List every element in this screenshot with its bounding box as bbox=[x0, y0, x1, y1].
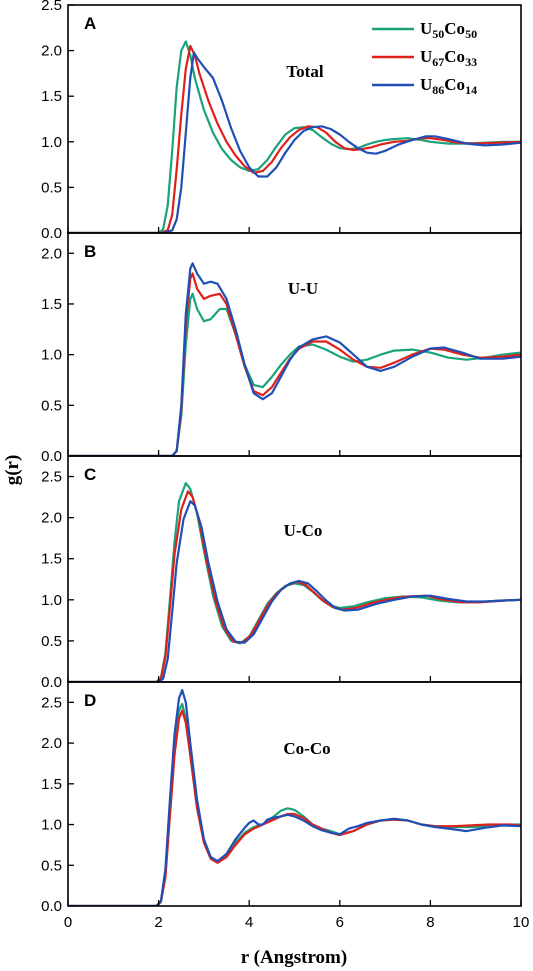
panel-label: U-U bbox=[288, 279, 318, 298]
panel-frame bbox=[67, 681, 522, 907]
panel-letter: B bbox=[84, 242, 96, 261]
y-tick-label: 2.5 bbox=[41, 694, 62, 711]
panel-letter: C bbox=[84, 465, 96, 484]
y-tick-label: 2.0 bbox=[41, 245, 62, 262]
y-tick-label: 0.5 bbox=[41, 397, 62, 414]
y-tick-label: 1.5 bbox=[41, 776, 62, 793]
y-tick-label: 2.0 bbox=[41, 510, 62, 527]
panel-a: 0.0 0.5 1.0 1.5 2.0 2.5 A Total bbox=[41, 0, 522, 242]
y-tick-label: 1.5 bbox=[41, 551, 62, 568]
x-tick-label: 2 bbox=[154, 914, 162, 931]
panel-label: Co-Co bbox=[283, 739, 330, 758]
x-tick-label: 8 bbox=[426, 914, 434, 931]
x-axis-title: r (Angstrom) bbox=[241, 947, 347, 968]
y-tick-label: 0.5 bbox=[41, 179, 62, 196]
y-tick-label: 2.5 bbox=[41, 469, 62, 486]
panel-frame bbox=[67, 232, 522, 457]
series-line-d-0 bbox=[68, 702, 521, 906]
panel-frame bbox=[67, 4, 522, 234]
legend-element: U bbox=[420, 75, 432, 94]
y-tick-label: 0.0 bbox=[41, 674, 62, 691]
series-line-b-2 bbox=[68, 262, 521, 456]
series-line-c-2 bbox=[68, 500, 521, 682]
y-tick-label: 1.0 bbox=[41, 817, 62, 834]
panel-label: Total bbox=[286, 62, 323, 81]
panel-c: 0.0 0.5 1.0 1.5 2.0 2.5 C U-Co bbox=[41, 455, 522, 691]
y-tick-label: 1.0 bbox=[41, 592, 62, 609]
legend-element: U bbox=[420, 19, 432, 38]
y-tick-label: 2.5 bbox=[41, 0, 62, 14]
panel-frame bbox=[67, 455, 522, 683]
series-line-b-0 bbox=[68, 292, 521, 456]
x-tick-label: 0 bbox=[64, 914, 72, 931]
x-tick-label: 10 bbox=[513, 914, 530, 931]
legend-subscript: 86 bbox=[432, 83, 444, 97]
legend-label-1: U67Co33 bbox=[420, 47, 477, 69]
legend-element: U bbox=[420, 47, 432, 66]
legend-element: Co bbox=[444, 47, 465, 66]
y-tick-label: 1.5 bbox=[41, 296, 62, 313]
series-line-c-1 bbox=[68, 490, 521, 682]
y-tick-label: 0.5 bbox=[41, 633, 62, 650]
y-tick-label: 0.0 bbox=[41, 898, 62, 915]
legend-subscript: 50 bbox=[432, 27, 444, 41]
panel-letter: D bbox=[84, 691, 96, 710]
y-tick-label: 0.0 bbox=[41, 225, 62, 242]
y-tick-label: 0.0 bbox=[41, 448, 62, 465]
x-tick-label: 4 bbox=[245, 914, 253, 931]
y-tick-label: 1.0 bbox=[41, 134, 62, 151]
legend-subscript: 50 bbox=[465, 27, 477, 41]
panel-letter: A bbox=[84, 14, 96, 33]
legend-element: Co bbox=[444, 19, 465, 38]
legend-subscript: 14 bbox=[465, 83, 477, 97]
y-tick-label: 2.0 bbox=[41, 43, 62, 60]
legend-element: Co bbox=[444, 75, 465, 94]
y-axis-title: g(r) bbox=[2, 455, 23, 486]
y-tick-label: 0.5 bbox=[41, 857, 62, 874]
legend-subscript: 67 bbox=[432, 55, 444, 69]
y-tick-label: 1.5 bbox=[41, 88, 62, 105]
panel-d: 0.0 0.5 1.0 1.5 2.0 2.5 D Co-Co bbox=[41, 681, 522, 915]
legend-label-2: U86Co14 bbox=[420, 75, 477, 97]
x-tick-label: 6 bbox=[336, 914, 344, 931]
y-tick-label: 2.0 bbox=[41, 735, 62, 752]
legend-subscript: 33 bbox=[465, 55, 477, 69]
series-line-a-2 bbox=[68, 51, 521, 233]
series-line-d-2 bbox=[68, 689, 521, 906]
panel-b: 0.0 0.5 1.0 1.5 2.0 B U-U bbox=[41, 232, 522, 465]
series-line-b-1 bbox=[68, 272, 521, 456]
legend-label-0: U50Co50 bbox=[420, 19, 477, 41]
y-tick-label: 1.0 bbox=[41, 347, 62, 364]
panel-label: U-Co bbox=[284, 521, 323, 540]
